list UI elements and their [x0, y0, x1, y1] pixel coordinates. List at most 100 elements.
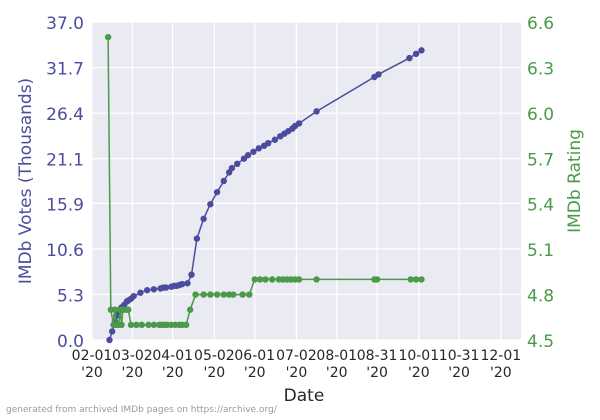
y-left-tick-label: 21.1: [46, 151, 84, 171]
y-left-tick-label: 26.4: [46, 105, 84, 125]
rating-point: [213, 291, 221, 298]
votes-point: [418, 47, 425, 54]
y-left-tick-label: 0.0: [57, 332, 84, 352]
votes-point: [255, 145, 262, 152]
x-tick-year-label: '20: [162, 365, 184, 381]
y-left-tick-label: 5.3: [57, 286, 84, 306]
y-right-tick-label: 6.6: [527, 14, 554, 34]
x-tick-label: 10-31: [439, 348, 480, 364]
x-tick-year-label: '20: [490, 365, 512, 381]
rating-point: [269, 276, 276, 283]
rating-point: [133, 321, 140, 329]
y-right-tick-label: 5.4: [527, 196, 554, 216]
x-tick-year-label: '20: [204, 365, 226, 381]
x-tick-label: 05-02: [194, 348, 235, 364]
rating-point: [256, 276, 264, 283]
rating-point: [412, 276, 420, 283]
y-right-axis-label: IMDb Rating: [565, 129, 585, 233]
y-right-tick-label: 4.5: [527, 332, 554, 352]
votes-series: [106, 47, 425, 344]
x-tick-label: 03-02: [112, 348, 153, 364]
rating-point: [262, 276, 269, 283]
rating-point: [239, 291, 246, 298]
x-tick-year-label: '20: [448, 365, 470, 381]
votes-point: [188, 271, 195, 278]
x-tick-label: 07-02: [276, 348, 317, 364]
rating-point: [182, 321, 190, 329]
votes-point: [244, 152, 252, 159]
x-tick-label: 06-01: [234, 348, 275, 364]
x-tick-year-label: '20: [244, 365, 266, 381]
y-left-tick-label: 15.9: [46, 195, 84, 215]
votes-point: [207, 201, 214, 208]
rating-point: [111, 306, 119, 313]
votes-point: [162, 284, 170, 291]
y-right-axis-ticks: 4.5 4.8 5.1 5.4 5.7 6.0 6.3 6.6: [527, 14, 554, 352]
plot-background: [92, 22, 521, 340]
votes-point: [220, 177, 227, 185]
grid-lines: [91, 21, 521, 341]
series-layer: [104, 33, 425, 344]
x-tick-year-label: '20: [122, 365, 144, 381]
rating-point: [127, 321, 135, 329]
votes-point: [193, 235, 201, 242]
rating-point: [192, 291, 199, 298]
votes-point: [178, 280, 186, 288]
votes-point: [213, 188, 221, 196]
rating-point: [418, 276, 425, 283]
votes-point: [143, 286, 151, 294]
votes-point: [264, 139, 272, 147]
rating-point: [104, 33, 112, 41]
votes-point: [108, 328, 116, 335]
y-right-tick-label: 5.1: [527, 241, 554, 261]
votes-point: [130, 292, 137, 300]
x-tick-label: 04-01: [152, 348, 193, 364]
votes-point: [150, 286, 158, 293]
votes-point: [200, 215, 207, 223]
rating-point: [295, 276, 303, 283]
x-tick-label: 02-01: [72, 348, 113, 364]
x-tick-year-label: '20: [408, 365, 430, 381]
votes-point: [313, 108, 320, 115]
y-left-tick-label: 37.0: [46, 14, 84, 34]
rating-point: [220, 291, 227, 298]
votes-point: [184, 280, 191, 287]
votes-point: [375, 71, 382, 78]
rating-point: [118, 321, 125, 329]
y-left-tick-label: 31.7: [46, 60, 84, 80]
votes-point: [106, 336, 113, 344]
votes-point: [271, 136, 279, 143]
rating-point: [186, 306, 194, 313]
y-right-tick-label: 5.7: [527, 150, 554, 170]
y-right-tick-label: 4.8: [527, 287, 554, 307]
votes-point: [406, 54, 413, 62]
rating-point: [145, 321, 152, 329]
rating-point: [246, 291, 253, 298]
votes-point: [250, 148, 257, 155]
x-tick-year-label: '20: [326, 365, 348, 381]
x-tick-label: 12-01: [480, 348, 521, 364]
rating-point: [373, 276, 381, 283]
y-left-tick-label: 10.6: [46, 241, 84, 261]
rating-point: [125, 306, 132, 313]
votes-point: [137, 289, 144, 296]
x-tick-label: 08-01: [316, 348, 357, 364]
x-tick-label: 08-31: [357, 348, 398, 364]
votes-point: [412, 50, 420, 57]
x-tick-label: 10-01: [398, 348, 439, 364]
rating-point: [138, 321, 145, 329]
footer-note: generated from archived IMDb pages on ht…: [6, 405, 277, 415]
rating-point: [251, 276, 258, 283]
votes-point: [234, 160, 241, 168]
y-right-tick-label: 6.0: [527, 105, 554, 125]
votes-point: [295, 120, 303, 127]
y-left-axis-label: IMDb Votes (Thousands): [16, 78, 36, 284]
rating-point: [200, 291, 207, 298]
rating-point: [407, 276, 414, 283]
rating-point: [207, 291, 214, 298]
y-left-axis-ticks: 0.0 5.3 10.6 15.9 21.1 26.4 31.7 37.0: [46, 14, 84, 352]
x-tick-year-label: '20: [286, 365, 308, 381]
x-tick-year-label: '20: [81, 365, 103, 381]
rating-point: [313, 276, 320, 283]
